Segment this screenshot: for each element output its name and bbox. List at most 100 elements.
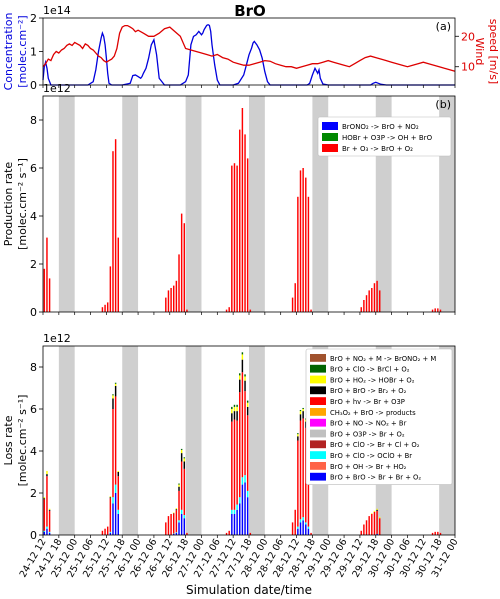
bar-segment <box>236 504 238 510</box>
panel-b-scale-text: 1e12 <box>43 82 71 95</box>
bar-segment <box>302 418 304 518</box>
bar-segment <box>112 151 114 312</box>
bar-segment <box>43 268 46 312</box>
night-shading <box>122 96 139 312</box>
bar-segment <box>186 532 188 535</box>
bar-segment <box>310 532 312 535</box>
bar-segment <box>291 522 294 535</box>
bar-segment <box>236 411 238 421</box>
y-label-line1: Loss rate <box>2 415 15 465</box>
panel-b-label: (b) <box>435 98 451 111</box>
bar-segment <box>246 490 249 498</box>
bar-segment <box>109 497 112 499</box>
y-label-line2: [molec.cm⁻² s⁻¹] <box>16 158 29 250</box>
legend-entry: BrONO₂ -> BrO + NO₂ <box>342 123 419 131</box>
bar-segment <box>183 457 186 459</box>
y-tick-label: 6 <box>30 162 37 175</box>
bar-segment <box>434 308 436 312</box>
bar-segment <box>368 516 370 535</box>
y-tick-label: 2 <box>30 258 37 271</box>
bar-segment <box>365 520 368 535</box>
bar-segment <box>431 532 434 535</box>
legend-entry: BrO + NO -> NO₂ + Br <box>330 420 407 428</box>
bar-segment <box>43 498 46 500</box>
y-tick-label: 4 <box>30 210 37 223</box>
bar-segment <box>363 300 365 312</box>
bar-segment <box>170 288 172 312</box>
panel-a-scale-text: 1e14 <box>43 4 71 17</box>
bar-segment <box>180 448 183 450</box>
bar-segment <box>239 379 241 393</box>
bar-segment <box>434 531 436 535</box>
bar-segment <box>170 514 172 535</box>
bar-segment <box>376 510 378 534</box>
bar-segment <box>109 266 112 312</box>
legend-swatch <box>322 133 338 141</box>
legend-entry: BrO + BrO -> Br + Br + O₂ <box>330 474 421 482</box>
bar-segment <box>167 516 170 535</box>
bar-segment <box>236 420 238 505</box>
bar-segment <box>241 484 244 535</box>
bar-segment <box>299 519 302 523</box>
legend-swatch <box>310 429 326 438</box>
night-shading <box>58 96 75 312</box>
bar-segment <box>109 496 112 498</box>
bar-segment <box>175 508 178 510</box>
legend-swatch <box>310 386 326 395</box>
wind-speed-line <box>42 24 456 72</box>
bar-segment <box>109 498 112 532</box>
bar-segment <box>294 283 296 312</box>
bar-segment <box>175 510 178 533</box>
bar-segment <box>249 309 252 312</box>
bar-segment <box>249 532 252 535</box>
bar-segment <box>244 475 246 483</box>
y-right-label-line1: Wind <box>473 38 486 66</box>
bar-segment <box>43 499 46 531</box>
night-shading <box>185 346 202 535</box>
bar-segment <box>231 509 233 514</box>
bar-segment <box>239 503 241 535</box>
bar-segment <box>231 165 233 312</box>
y-label-line2: [molec.cm⁻² s⁻¹] <box>16 395 29 487</box>
y-right-tick-label: 10 <box>461 61 475 74</box>
bar-segment <box>183 223 186 312</box>
bar-segment <box>241 372 244 478</box>
bar-segment <box>246 402 249 407</box>
bar-segment <box>48 532 51 535</box>
bar-segment <box>104 304 106 312</box>
bar-segment <box>112 409 114 498</box>
bar-segment <box>112 394 114 396</box>
bar-segment <box>376 509 378 511</box>
bar-segment <box>299 420 302 520</box>
bar-segment <box>173 285 175 312</box>
bar-segment <box>236 165 238 312</box>
legend-swatch <box>310 397 326 405</box>
y-tick-label: 0 <box>30 529 37 542</box>
bar-segment <box>437 308 439 312</box>
legend-swatch <box>322 122 338 130</box>
legend-entry: BrO + ClO -> Br + Cl + O₂ <box>330 441 420 449</box>
bar-segment <box>173 533 175 535</box>
legend-entry: BrO + ClO -> OClO + Br <box>330 452 412 460</box>
bar-segment <box>165 522 167 535</box>
bar-segment <box>376 533 378 535</box>
legend-swatch <box>310 364 326 373</box>
bar-segment <box>231 514 233 535</box>
legend-swatch <box>310 354 326 362</box>
bar-segment <box>178 490 180 521</box>
bar-segment <box>109 531 112 533</box>
legend-swatch <box>310 375 326 384</box>
panel-b-legend: BrONO₂ -> BrO + NO₂ HOBr + O3P -> OH + Br… <box>317 116 452 157</box>
bar-segment <box>183 468 186 516</box>
bar-segment <box>246 406 249 416</box>
bar-segment <box>376 508 378 510</box>
bar-segment <box>365 295 368 312</box>
bar-segment <box>302 517 304 521</box>
bar-segment <box>175 532 178 533</box>
bar-segment <box>46 528 48 535</box>
bar-segment <box>239 392 241 498</box>
bar-segment <box>437 531 439 535</box>
legend-entry: BrO + HO₂ -> HOBr + O₂ <box>330 376 415 384</box>
panel-a-wind-concentration: 0 1 2 10 20 1e14 (a) Concentration [molec.cm⁻²] W… <box>2 4 500 92</box>
bar-segment <box>117 509 119 514</box>
